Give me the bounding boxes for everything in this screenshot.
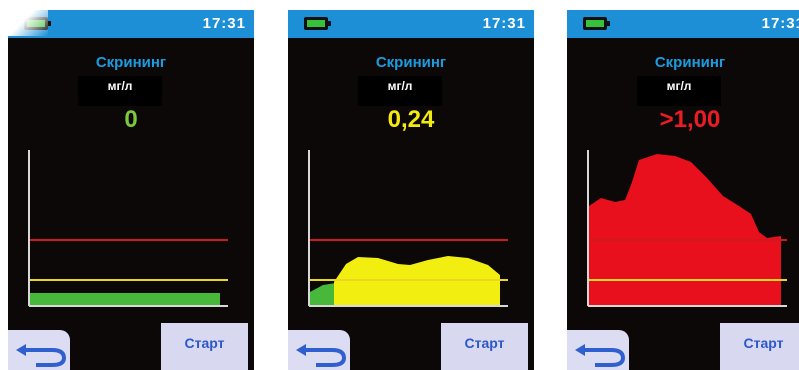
clock: 17:31 — [761, 15, 799, 32]
status-bar: 17:31 — [288, 10, 534, 38]
unit-label: мг/л — [637, 76, 721, 106]
battery-icon — [583, 17, 610, 30]
device-screen-1: 17:31 Скрининг мг/л 0 Старт — [8, 10, 254, 370]
device-screen-3: 17:31 Скрининг мг/л >1,00 Старт — [567, 10, 799, 370]
back-button[interactable] — [288, 330, 350, 370]
mode-label: Скрининг — [95, 54, 167, 71]
start-button[interactable]: Старт — [720, 323, 799, 370]
back-arrow-icon — [296, 344, 347, 367]
clock: 17:31 — [202, 15, 246, 32]
status-bar: 17:31 — [567, 10, 799, 38]
reading-value: 0,24 — [387, 106, 435, 133]
reading-value: 0 — [124, 106, 138, 133]
back-button[interactable] — [8, 330, 70, 370]
signal-area — [30, 293, 220, 305]
unit-label: мг/л — [358, 76, 442, 106]
signal-area-red — [589, 154, 781, 306]
clock: 17:31 — [482, 15, 526, 32]
signal-graph — [308, 150, 508, 307]
reading-value: >1,00 — [659, 106, 721, 133]
signal-graph — [28, 150, 228, 307]
signal-area-green — [310, 283, 336, 306]
mode-label: Скрининг — [654, 54, 726, 71]
back-button[interactable] — [567, 330, 629, 370]
start-button[interactable]: Старт — [441, 323, 528, 370]
unit-label: мг/л — [78, 76, 162, 106]
back-arrow-icon — [16, 344, 67, 367]
mode-label: Скрининг — [375, 54, 447, 71]
signal-graph — [587, 150, 787, 307]
battery-icon — [304, 17, 331, 30]
device-screen-2: 17:31 Скрининг мг/л 0,24 Старт — [288, 10, 534, 370]
back-arrow-icon — [575, 344, 626, 367]
start-button[interactable]: Старт — [161, 323, 248, 370]
